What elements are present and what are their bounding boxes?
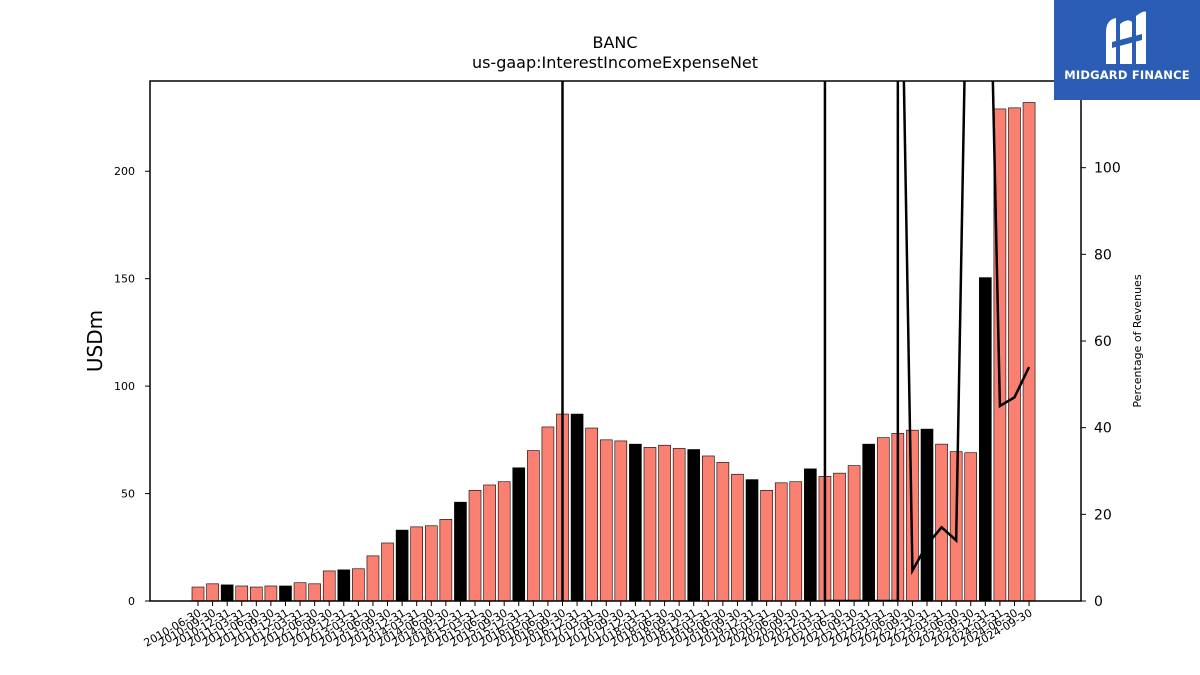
bar-2018-09-30 (672, 448, 686, 602)
bar-2015-03-31 (468, 490, 482, 602)
line-group (561, 81, 1031, 601)
bar-2011-03-31 (235, 585, 249, 602)
bar-2020-12-31 (804, 468, 817, 602)
y-tick-label: 200 (114, 165, 135, 178)
bar-2015-09-30 (497, 481, 511, 602)
bar-2013-06-30 (366, 555, 380, 602)
y2-axis-ticks: 0 20 40 60 80 100 (1081, 161, 1121, 610)
bar-2017-03-31 (585, 427, 598, 602)
bar-2018-12-31 (687, 449, 701, 602)
bar-2010-06-30 (191, 586, 205, 602)
y2-tick-label: 20 (1094, 507, 1112, 523)
bar-2021-09-30 (847, 465, 861, 602)
bar-2013-09-30 (381, 542, 394, 602)
bar-2011-12-31 (279, 585, 292, 602)
bar-2014-12-31 (454, 501, 467, 602)
logo-text: MIDGARD FINANCE (1064, 68, 1190, 82)
bar-2022-12-31 (920, 428, 934, 602)
bar-2014-09-30 (439, 519, 453, 602)
bar-2011-09-30 (264, 585, 278, 602)
bar-2023-12-31 (979, 277, 992, 602)
y2-axis-label: Percentage of Revenues (1131, 274, 1144, 407)
bar-2017-12-31 (629, 443, 642, 602)
bar-2019-09-30 (731, 473, 744, 602)
bar-2022-03-31 (876, 437, 890, 602)
bar-2012-09-30 (322, 570, 336, 602)
bar-2019-06-30 (716, 462, 730, 602)
y2-tick-label: 40 (1094, 421, 1112, 437)
bar-2013-03-31 (352, 568, 365, 602)
bar-2016-12-31 (570, 413, 584, 602)
bar-2016-03-31 (527, 450, 540, 602)
bar-2024-06-30 (1008, 107, 1021, 602)
bar-2012-12-31 (337, 569, 351, 602)
bar-2020-03-31 (760, 490, 773, 602)
y-tick-label: 150 (114, 273, 135, 286)
bar-2019-03-31 (701, 455, 715, 602)
bar-2021-12-31 (862, 443, 875, 602)
y2-tick-label: 100 (1094, 161, 1121, 177)
y-tick-label: 100 (114, 380, 135, 393)
y-axis-label: USDm (83, 310, 107, 372)
bar-2023-03-31 (935, 443, 948, 602)
chart-title: BANC (592, 33, 637, 52)
bar-2024-09-30 (1022, 102, 1036, 602)
y-tick-label: 50 (121, 488, 135, 501)
y-axis-ticks: 0 50 100 150 200 (114, 165, 150, 608)
bar-2012-03-31 (293, 582, 307, 602)
x-axis-ticks: 2010-06-302010-09-302010-12-312011-03-31… (142, 601, 1035, 650)
bar-2018-06-30 (658, 444, 671, 602)
bar-2015-06-30 (483, 484, 496, 602)
bar-2016-06-30 (541, 426, 555, 602)
y2-tick-label: 0 (1094, 594, 1103, 610)
bar-2021-06-30 (833, 472, 846, 602)
bar-2019-12-31 (745, 479, 759, 602)
bar-2023-09-30 (964, 452, 978, 602)
bar-2017-06-30 (599, 439, 613, 602)
bar-2013-12-31 (395, 529, 409, 602)
bar-2020-06-30 (774, 482, 788, 602)
bar-2010-12-31 (220, 584, 234, 602)
chart-subtitle: us-gaap:InterestIncomeExpenseNet (472, 53, 758, 72)
bar-2011-06-30 (250, 586, 263, 602)
bar-2014-06-30 (424, 525, 438, 602)
y-tick-label: 0 (128, 595, 135, 608)
percentage-line (561, 81, 1031, 601)
bar-2015-12-31 (512, 467, 526, 602)
midgard-logo-icon (1106, 11, 1146, 64)
bar-2018-03-31 (643, 447, 657, 602)
bar-2020-09-30 (789, 481, 803, 602)
y2-tick-label: 60 (1094, 334, 1112, 350)
y2-tick-label: 80 (1094, 247, 1112, 263)
brand-logo: MIDGARD FINANCE (1054, 0, 1200, 100)
bar-2010-09-30 (206, 583, 219, 602)
bar-2017-09-30 (614, 440, 628, 602)
bar-2014-03-31 (410, 526, 424, 602)
bar-2012-06-30 (308, 583, 321, 602)
